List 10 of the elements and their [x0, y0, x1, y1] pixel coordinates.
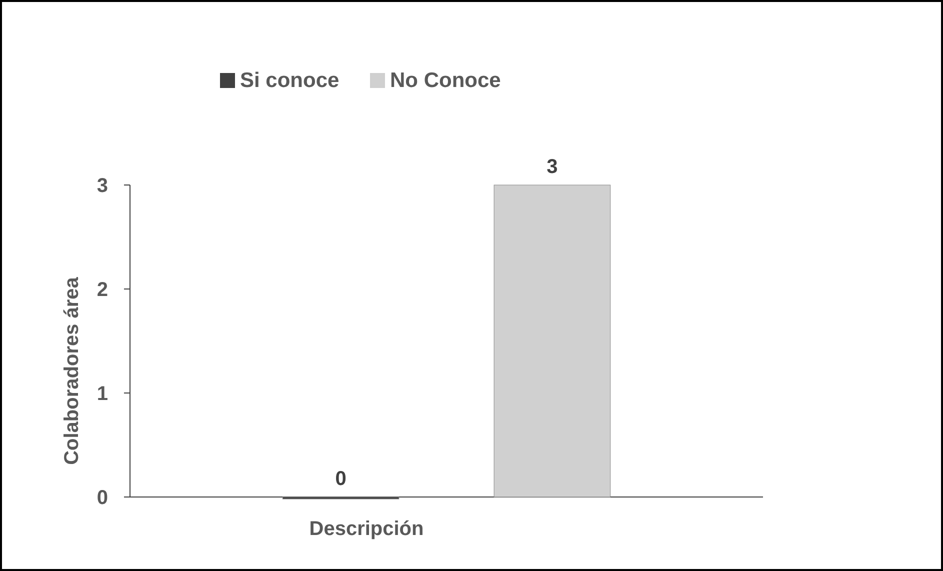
y-tick-label: 1 — [96, 383, 108, 405]
legend-label: No Conoce — [390, 69, 501, 92]
data-label: 0 — [335, 468, 346, 490]
y-tick-label: 0 — [96, 487, 108, 509]
y-axis-title: Colaboradores área — [61, 276, 83, 465]
data-label: 3 — [546, 156, 558, 178]
y-tick-label: 3 — [96, 175, 108, 197]
x-axis-title: Descripción — [309, 518, 424, 540]
y-tick-label: 2 — [96, 279, 108, 301]
legend-label: Si conoce — [240, 69, 340, 92]
